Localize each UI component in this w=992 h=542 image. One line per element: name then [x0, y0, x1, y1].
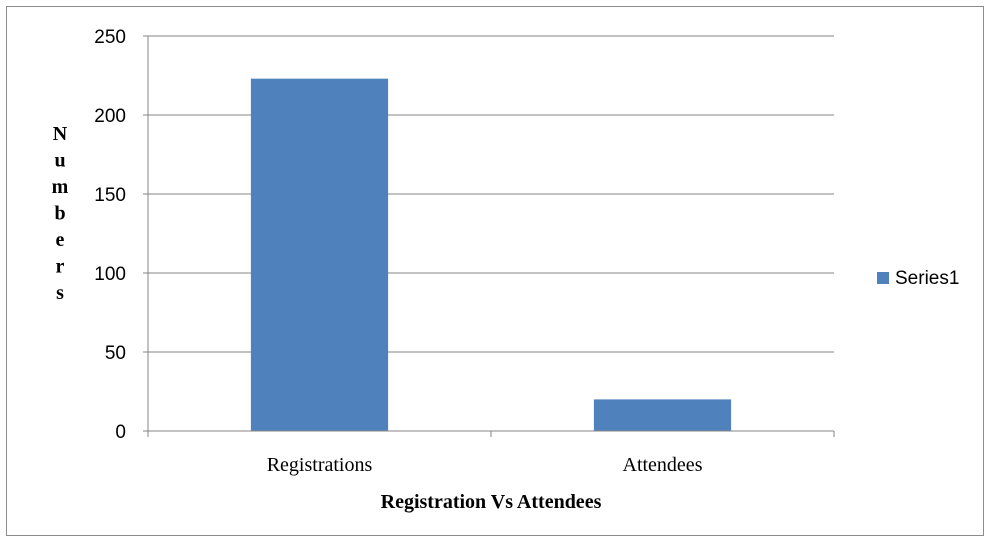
- x-axis-title: Registration Vs Attendees: [381, 491, 602, 513]
- x-tick-label: Attendees: [623, 454, 703, 476]
- legend-swatch-series1: [877, 272, 889, 284]
- x-tick-label: Registrations: [267, 454, 373, 476]
- y-tick-label: 0: [115, 422, 126, 443]
- y-axis-title-letter: N: [53, 123, 68, 145]
- x-tick-labels: Registrations Attendees: [267, 454, 703, 476]
- y-tick-label: 50: [105, 343, 126, 364]
- y-tick-label: 200: [94, 106, 126, 127]
- y-axis-title-letter: s: [56, 282, 64, 304]
- bars: [250, 78, 732, 431]
- bar-registrations: [250, 78, 389, 431]
- y-axis-title-letter: e: [56, 229, 65, 251]
- y-tick-labels: 0 50 100 150 200 250: [94, 27, 126, 443]
- chart-frame: [6, 6, 984, 536]
- y-tick-label: 250: [94, 27, 126, 48]
- legend: Series1: [877, 268, 959, 289]
- gridlines: [143, 35, 835, 437]
- axes: [147, 36, 834, 432]
- y-axis-title-letter: r: [56, 256, 65, 278]
- y-tick-label: 100: [94, 264, 126, 285]
- y-axis-title-letter: u: [54, 150, 65, 172]
- y-tick-label: 150: [94, 185, 126, 206]
- legend-label-series1: Series1: [895, 268, 959, 289]
- y-axis-title-letter: m: [52, 176, 69, 198]
- y-axis-title-letter: b: [54, 203, 65, 225]
- bar-attendees: [593, 399, 732, 431]
